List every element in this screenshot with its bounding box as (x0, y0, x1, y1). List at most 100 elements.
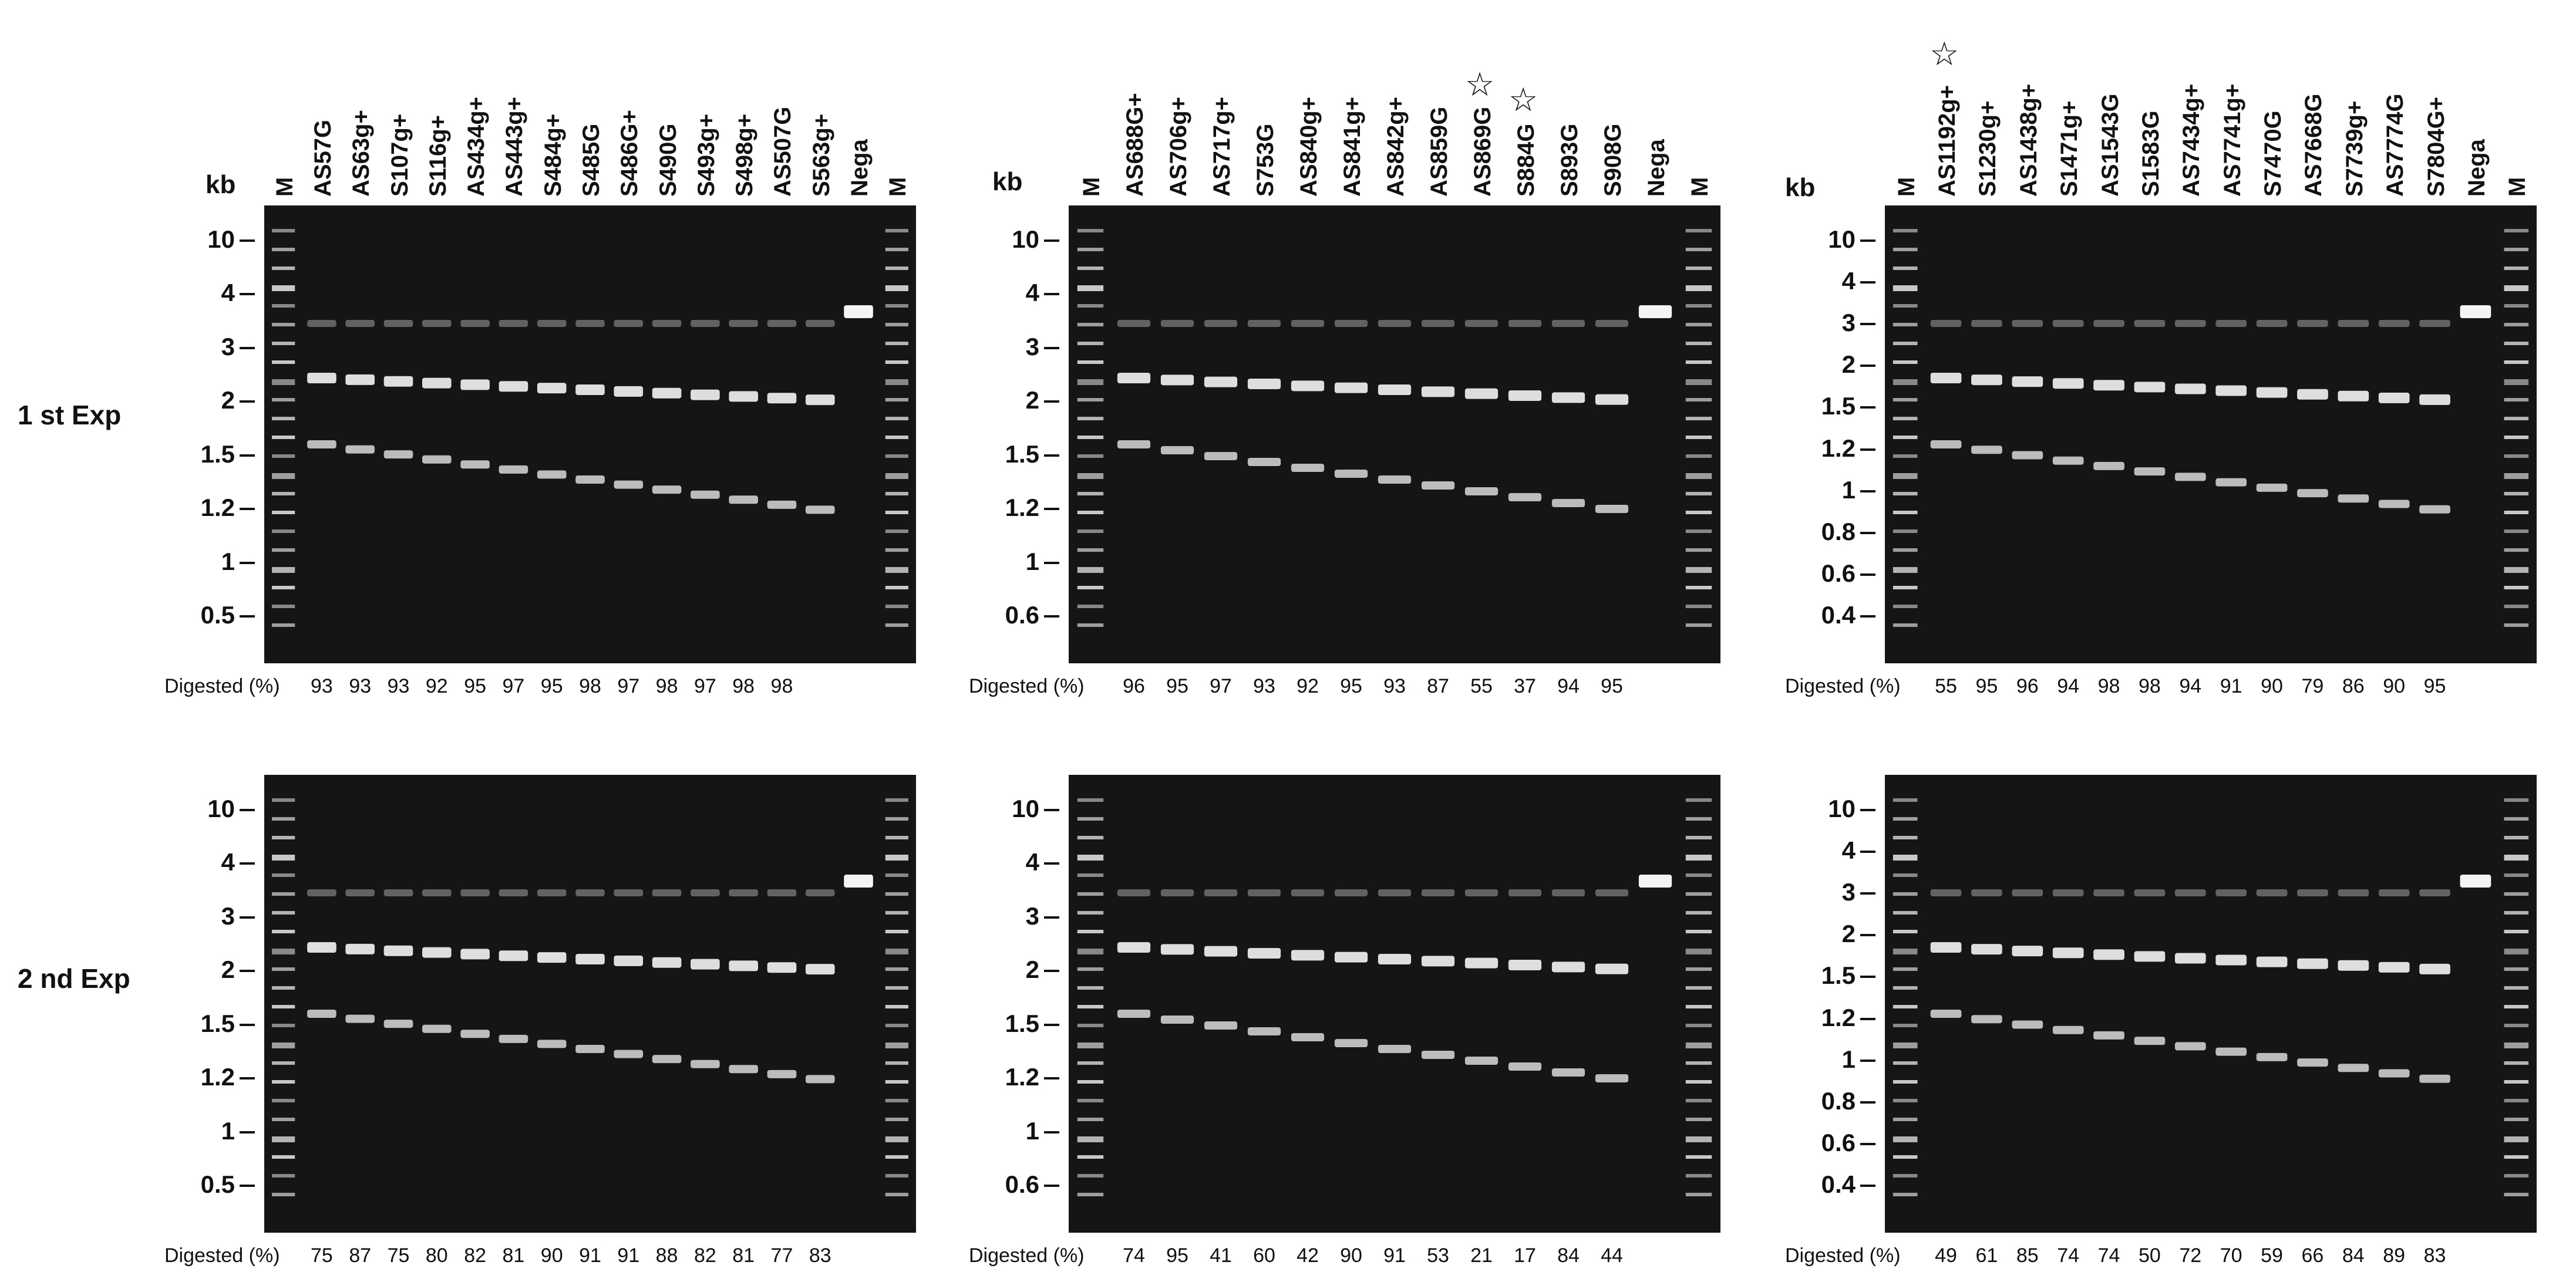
sample-band (1117, 942, 1151, 953)
sample-band (729, 320, 758, 327)
sample-band (422, 1024, 452, 1033)
digested-label: Digested (%) (969, 1244, 1085, 1267)
ladder-band (2504, 529, 2529, 533)
sample-band (2012, 376, 2043, 387)
digested-value: 96 (1123, 675, 1145, 697)
sample-band (2460, 305, 2491, 318)
sample-band (614, 386, 644, 397)
sample-band (767, 889, 797, 896)
ladder-band (1893, 492, 1918, 495)
lane-label: AS57G (309, 119, 336, 197)
size-marker-label: 10 (1012, 225, 1039, 253)
size-marker-dash (1860, 365, 1875, 367)
digested-value: 50 (2139, 1244, 2161, 1267)
sample-band (1291, 464, 1325, 472)
sample-band (2134, 951, 2166, 962)
sample-band (2297, 320, 2328, 327)
digested-value: 53 (1427, 1244, 1449, 1267)
size-marker-dash (240, 1185, 255, 1187)
digested-value: 90 (540, 1244, 563, 1267)
size-marker-dash (1860, 323, 1875, 326)
ladder-band (272, 548, 295, 552)
sample-band (499, 381, 528, 392)
sample-band (2256, 483, 2288, 492)
ladder-band (1077, 1193, 1104, 1196)
size-marker-dash (1860, 892, 1875, 895)
ladder-band (2504, 1174, 2529, 1178)
sample-band (2174, 320, 2206, 327)
lane-label: S1230g+ (1975, 100, 2001, 197)
ladder-band (2504, 855, 2529, 861)
sample-band (614, 955, 644, 966)
ladder-band (1077, 417, 1104, 420)
ladder-band (885, 492, 908, 495)
sample-band (2012, 451, 2043, 460)
ladder-band (272, 586, 295, 589)
sample-band (1595, 505, 1629, 513)
lane-label: M (271, 177, 298, 197)
digested-value: 92 (425, 675, 448, 697)
lane-label: AS1543G (2097, 93, 2123, 197)
ladder-band (885, 1118, 908, 1121)
ladder-band (1077, 817, 1104, 821)
sample-band (575, 320, 605, 327)
digested-value: 17 (1514, 1244, 1536, 1267)
lane-label: AS1192g+ (1934, 85, 1961, 197)
ladder-band (885, 379, 908, 385)
ladder-band (1893, 567, 1918, 573)
lane-label: S1583G (2137, 110, 2164, 197)
ladder-band (2504, 586, 2529, 589)
sample-band (2012, 946, 2043, 957)
ladder-band (1685, 930, 1712, 933)
ladder-band (272, 605, 295, 608)
digested-value: 55 (1935, 675, 1957, 697)
sample-band (2419, 889, 2450, 896)
ladder-band (2504, 817, 2529, 821)
row-label-first-exp: 1 st Exp (18, 400, 122, 430)
ladder-band (1893, 892, 1918, 896)
sample-band (1291, 1033, 1325, 1041)
ladder-band (885, 548, 908, 552)
size-marker-label: 2 (221, 956, 235, 984)
ladder-band (885, 892, 908, 896)
sample-band (345, 320, 375, 327)
ladder-band (1077, 798, 1104, 802)
sample-band (614, 1050, 644, 1058)
sample-band (307, 942, 336, 953)
sample-band (614, 480, 644, 489)
digested-value: 85 (2016, 1244, 2039, 1267)
ladder-band (2504, 1155, 2529, 1159)
ladder-band (272, 342, 295, 345)
sample-band (1421, 1051, 1455, 1059)
ladder-band (885, 473, 908, 479)
sample-band (2215, 1047, 2247, 1056)
sample-band (1291, 320, 1325, 327)
ladder-band (1685, 1080, 1712, 1084)
digested-value: 96 (2016, 675, 2039, 697)
sample-band (460, 320, 490, 327)
ladder-band (1685, 1061, 1712, 1065)
sample-band (1508, 960, 1542, 970)
sample-band (2052, 378, 2084, 389)
ladder-band (885, 1005, 908, 1008)
size-marker-dash (1860, 1101, 1875, 1104)
sample-band (307, 440, 336, 448)
sample-band (2378, 1069, 2410, 1078)
sample-band (2338, 1064, 2369, 1072)
sample-band (1291, 889, 1325, 896)
sample-band (844, 875, 873, 888)
sample-band (460, 379, 490, 390)
size-marker-dash (240, 916, 255, 919)
ladder-band (1685, 548, 1712, 552)
ladder-band (1077, 529, 1104, 533)
sample-band (383, 889, 413, 896)
ladder-band (1077, 605, 1104, 608)
ladder-band (2504, 1043, 2529, 1048)
digested-value: 88 (655, 1244, 678, 1267)
size-marker-dash (1044, 293, 1059, 296)
sample-band (1291, 950, 1325, 961)
kb-label-panel-3: kb (1785, 173, 1816, 202)
digested-value: 92 (1297, 675, 1319, 697)
sample-band (1971, 375, 2002, 386)
ladder-band (1893, 986, 1918, 990)
